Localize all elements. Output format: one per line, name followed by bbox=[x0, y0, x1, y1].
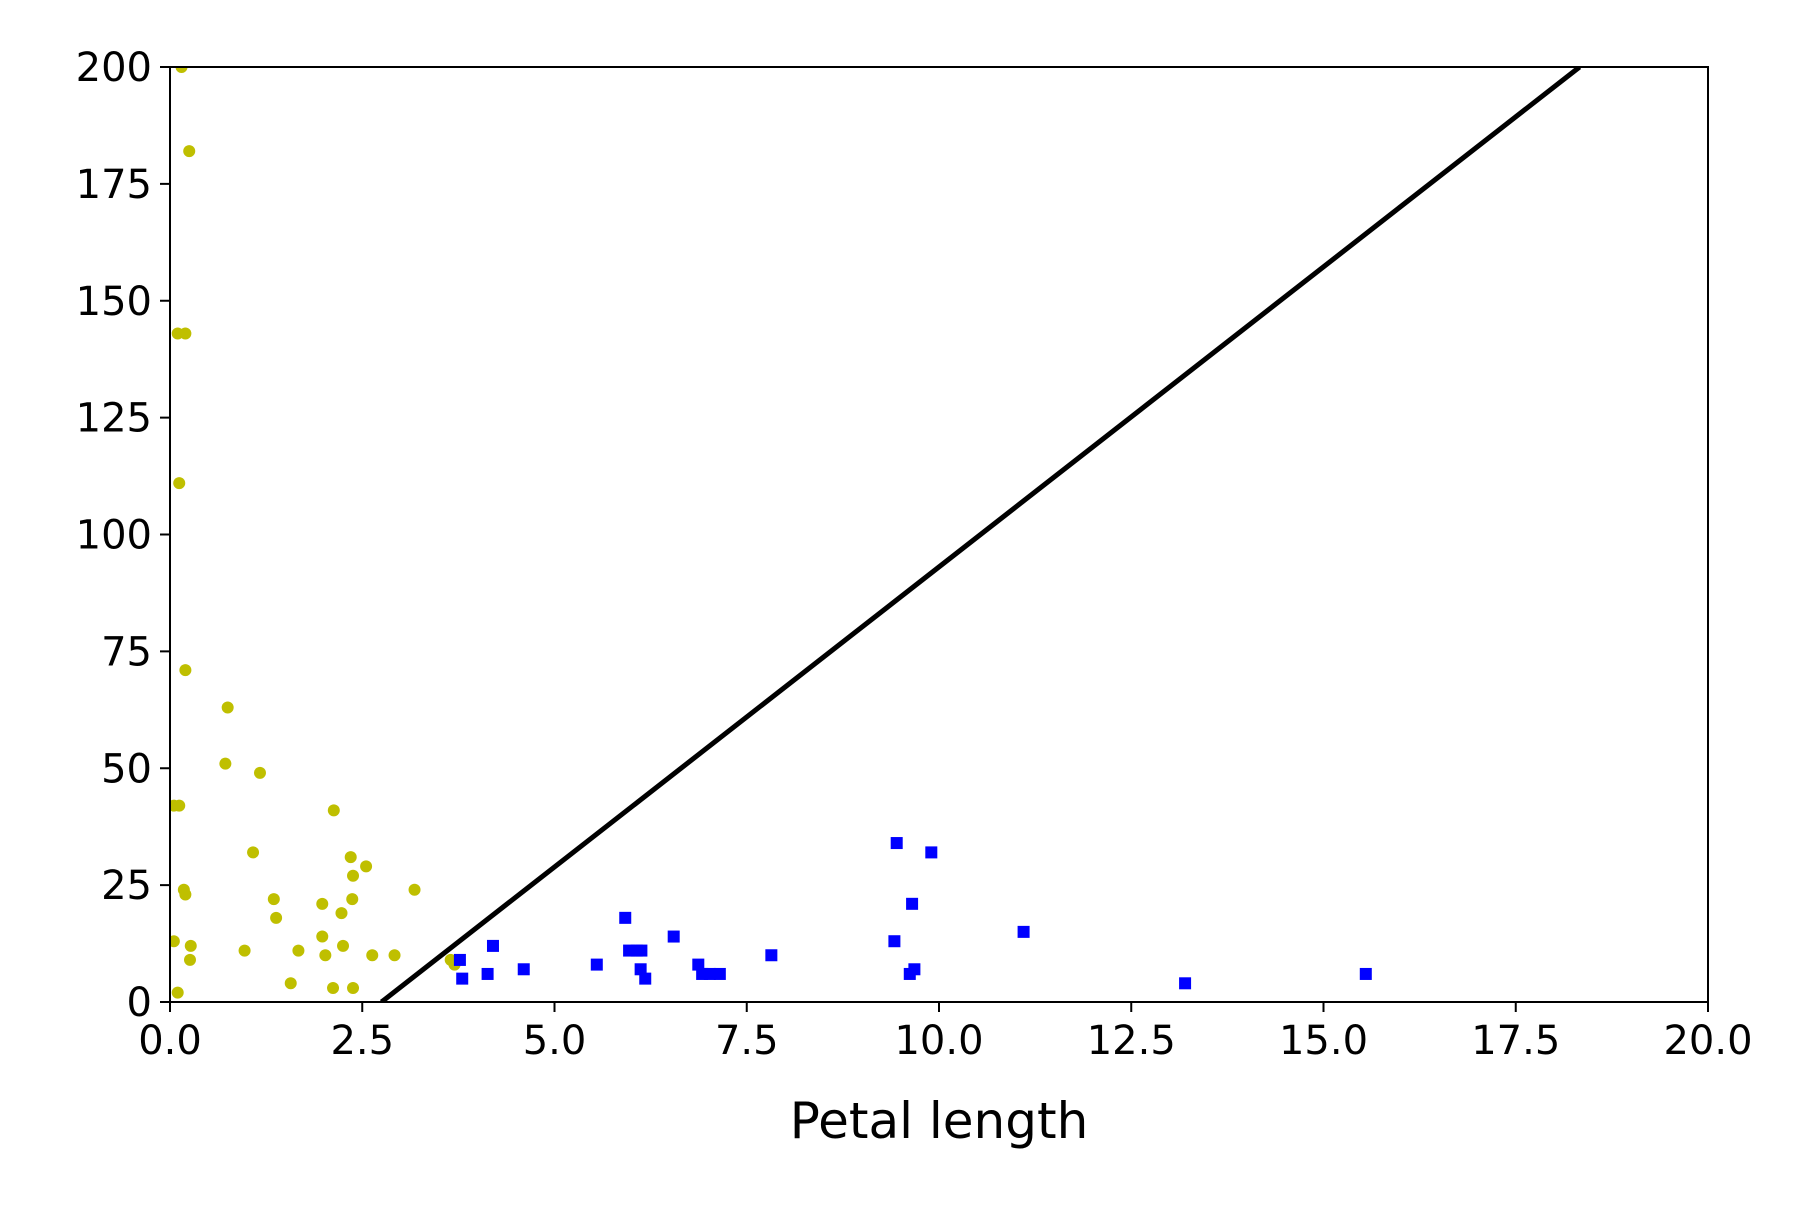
data-point-circle bbox=[247, 846, 260, 859]
data-point-square bbox=[888, 935, 901, 948]
y-tick-label: 200 bbox=[76, 45, 152, 91]
data-point-square bbox=[639, 972, 652, 985]
data-point-circle bbox=[219, 757, 232, 770]
data-point-circle bbox=[173, 477, 186, 490]
data-point-circle bbox=[170, 935, 180, 948]
data-point-square bbox=[703, 967, 716, 980]
data-point-square bbox=[590, 958, 603, 971]
data-point-circle bbox=[171, 986, 184, 999]
x-tick-label: 20.0 bbox=[1663, 1018, 1752, 1064]
data-point-circle bbox=[346, 893, 359, 906]
data-point-circle bbox=[179, 664, 192, 677]
data-point-square bbox=[1179, 977, 1192, 990]
data-point-square bbox=[1017, 925, 1030, 938]
data-point-square bbox=[453, 953, 466, 966]
y-tick-label: 175 bbox=[76, 162, 152, 208]
data-point-square bbox=[619, 911, 632, 924]
decision-boundary-line bbox=[379, 67, 1582, 1002]
data-point-circle bbox=[270, 911, 283, 924]
data-point-square bbox=[481, 967, 494, 980]
y-tick-label: 100 bbox=[76, 513, 152, 559]
y-tick-label: 125 bbox=[76, 396, 152, 442]
x-tick-label: 17.5 bbox=[1471, 1018, 1560, 1064]
data-point-circle bbox=[175, 67, 188, 73]
data-point-square bbox=[667, 930, 680, 943]
data-point-circle bbox=[360, 860, 373, 873]
data-point-circle bbox=[337, 939, 350, 952]
x-axis-label: Petal length bbox=[790, 1092, 1089, 1150]
y-tick-label: 50 bbox=[101, 746, 152, 792]
data-point-circle bbox=[327, 981, 340, 994]
data-point-circle bbox=[327, 804, 340, 817]
data-point-circle bbox=[366, 949, 379, 962]
data-point-circle bbox=[238, 944, 251, 957]
data-point-square bbox=[925, 846, 938, 859]
data-point-square bbox=[517, 963, 530, 976]
data-point-circle bbox=[221, 701, 234, 714]
x-tick-label: 5.0 bbox=[523, 1018, 587, 1064]
data-point-circle bbox=[183, 145, 196, 158]
x-tick-label: 12.5 bbox=[1087, 1018, 1176, 1064]
x-tick-label: 0.0 bbox=[138, 1018, 202, 1064]
data-point-circle bbox=[347, 869, 360, 882]
data-point-circle bbox=[344, 851, 357, 864]
data-point-circle bbox=[179, 327, 192, 340]
data-point-circle bbox=[408, 883, 421, 896]
data-point-circle bbox=[184, 939, 197, 952]
x-tick-label: 10.0 bbox=[894, 1018, 983, 1064]
data-point-circle bbox=[179, 888, 192, 901]
data-point-circle bbox=[173, 799, 186, 812]
data-point-circle bbox=[335, 907, 348, 920]
data-point-circle bbox=[319, 949, 332, 962]
data-point-circle bbox=[284, 977, 297, 990]
data-point-circle bbox=[388, 949, 401, 962]
data-point-square bbox=[765, 949, 778, 962]
data-point-square bbox=[890, 837, 903, 850]
data-point-square bbox=[486, 939, 499, 952]
x-tick-label: 15.0 bbox=[1279, 1018, 1368, 1064]
data-point-circle bbox=[267, 893, 280, 906]
data-point-square bbox=[456, 972, 469, 985]
plot-frame bbox=[169, 66, 1709, 1003]
data-point-circle bbox=[316, 930, 329, 943]
y-tick-label: 150 bbox=[76, 279, 152, 325]
data-point-square bbox=[1359, 967, 1372, 980]
series-0 bbox=[170, 67, 461, 999]
data-point-square bbox=[906, 897, 919, 910]
y-tick-label: 0 bbox=[127, 980, 152, 1026]
data-point-square bbox=[692, 958, 705, 971]
data-point-circle bbox=[347, 981, 360, 994]
data-point-circle bbox=[316, 897, 329, 910]
x-tick-label: 2.5 bbox=[330, 1018, 394, 1064]
y-tick-label: 25 bbox=[101, 863, 152, 909]
data-point-square bbox=[713, 967, 726, 980]
data-point-square bbox=[635, 944, 648, 957]
data-point-circle bbox=[292, 944, 305, 957]
x-tick-label: 7.5 bbox=[715, 1018, 779, 1064]
data-point-circle bbox=[183, 953, 196, 966]
data-point-square bbox=[903, 967, 916, 980]
series-1 bbox=[453, 837, 1372, 990]
y-tick-label: 75 bbox=[101, 629, 152, 675]
data-point-circle bbox=[253, 766, 266, 779]
plot-area bbox=[170, 67, 1582, 1002]
data-point-square bbox=[634, 963, 647, 976]
